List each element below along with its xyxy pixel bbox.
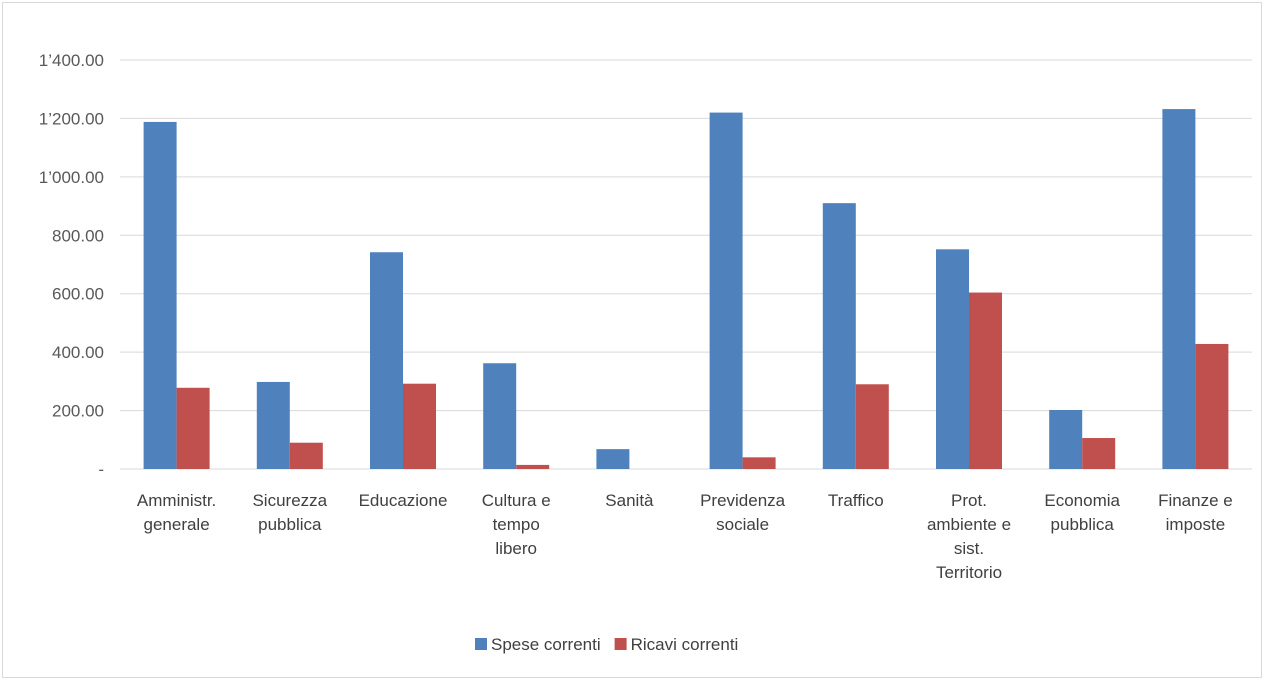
x-category-label: Amministr. — [137, 491, 216, 510]
bar-spese-2 — [370, 252, 403, 469]
legend-label: Ricavi correnti — [631, 635, 739, 654]
bar-spese-9 — [1162, 109, 1196, 469]
y-axis-tick-labels: - 200.00 400.00 600.00 800.00 1’000.00 1’200.0… — [39, 51, 104, 479]
x-category-label: sist. — [954, 539, 984, 558]
x-category-label: pubblica — [1051, 515, 1115, 534]
x-category-label: Previdenza — [700, 491, 786, 510]
x-axis-category-labels: Amministr. generale Sicurezza pubblica Educa… — [137, 491, 1233, 582]
x-category-label: Sanità — [605, 491, 654, 510]
bar-spese-7 — [936, 249, 969, 469]
legend-label: Spese correnti — [491, 635, 601, 654]
bar-spese-3 — [483, 363, 517, 469]
x-category-label: Territorio — [936, 563, 1002, 582]
y-tick-label: 800.00 — [52, 226, 104, 245]
y-tick-label: 1’400.00 — [39, 51, 104, 70]
legend-swatch — [614, 638, 627, 650]
x-category-label: libero — [495, 539, 537, 558]
bar-spese-5 — [709, 112, 743, 469]
bar-ricavi-8 — [1082, 438, 1116, 469]
y-tick-label: 1’200.00 — [39, 109, 104, 128]
y-tick-label: 1’000.00 — [39, 168, 104, 187]
x-category-label: Educazione — [359, 491, 448, 510]
x-category-label: pubblica — [258, 515, 322, 534]
y-tick-label: 400.00 — [52, 343, 104, 362]
bar-ricavi-7 — [969, 292, 1002, 469]
x-category-label: Finanze e — [1158, 491, 1233, 510]
y-tick-label: 200.00 — [52, 402, 104, 421]
x-category-label: Traffico — [828, 491, 884, 510]
bar-spese-4 — [596, 449, 630, 469]
x-category-label: ambiente e — [927, 515, 1011, 534]
bars — [143, 109, 1229, 469]
legend-swatch — [475, 638, 487, 650]
x-category-label: sociale — [716, 515, 769, 534]
x-category-label: Prot. — [951, 491, 987, 510]
legend: Spese correnti Ricavi correnti — [475, 635, 738, 654]
bar-ricavi-9 — [1195, 343, 1229, 469]
x-category-label: Economia — [1044, 491, 1120, 510]
x-category-label: Sicurezza — [252, 491, 327, 510]
x-category-label: Cultura e — [482, 491, 551, 510]
bar-ricavi-1 — [289, 442, 323, 469]
bar-ricavi-0 — [176, 387, 210, 469]
x-category-label: generale — [144, 515, 210, 534]
bar-ricavi-2 — [403, 383, 436, 469]
bar-ricavi-5 — [742, 457, 776, 469]
x-category-label: tempo — [493, 515, 540, 534]
bar-spese-0 — [143, 121, 177, 469]
bar-ricavi-6 — [855, 384, 889, 469]
bar-spese-6 — [822, 203, 856, 469]
bar-ricavi-3 — [516, 464, 550, 469]
bar-spese-8 — [1049, 409, 1083, 469]
y-tick-label: - — [98, 460, 104, 479]
x-category-label: imposte — [1166, 515, 1226, 534]
y-tick-label: 600.00 — [52, 285, 104, 304]
bar-spese-1 — [256, 381, 290, 469]
